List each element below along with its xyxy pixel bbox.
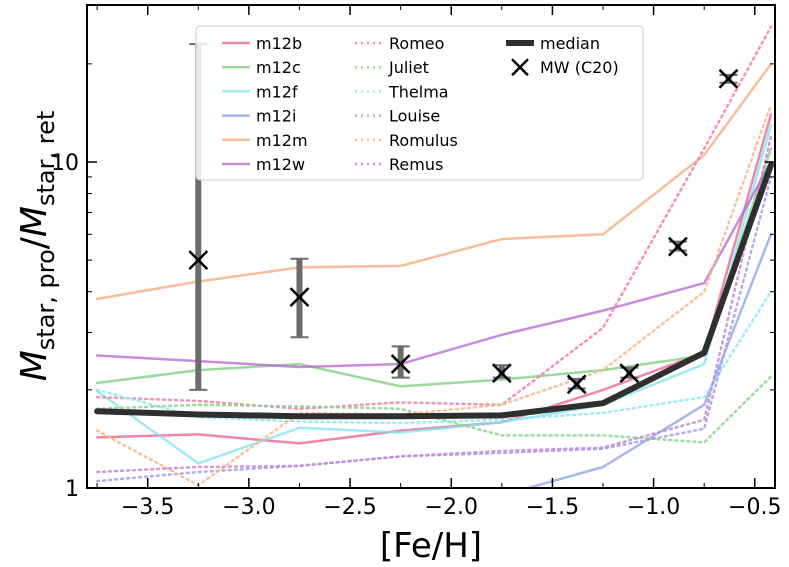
- y-label-sub1: star, pro: [32, 249, 60, 350]
- legend-entry-romulus: Romulus: [355, 131, 458, 150]
- series-line-remus: [95, 134, 773, 474]
- plot-frame: [86, 4, 776, 489]
- x-tick-label: −1.5: [526, 495, 579, 520]
- mw-marker: [718, 68, 739, 89]
- mw-marker-stroke: [491, 363, 512, 384]
- mw-marker-stroke: [188, 250, 209, 271]
- mw-marker: [390, 354, 411, 374]
- x-tick-label: −3.0: [222, 495, 275, 520]
- mw-marker-stroke: [390, 354, 411, 374]
- legend-label: Romeo: [389, 34, 444, 53]
- series-line-m12w: [95, 160, 773, 369]
- x-tick-label: −2.5: [323, 495, 376, 520]
- y-axis-label: Mstar, pro/Mstar, ret: [14, 111, 60, 382]
- mw-marker-stroke: [667, 236, 688, 257]
- legend-entry-m12m: m12m: [222, 131, 308, 150]
- series-line-m12f: [95, 123, 773, 465]
- y-label-sub2: star, ret: [32, 111, 60, 206]
- legend-label: Remus: [389, 155, 443, 174]
- mw-marker: [491, 363, 512, 384]
- mw-marker-stroke: [619, 363, 640, 384]
- series-line-romeo: [95, 25, 773, 411]
- y-tick-label: 1: [65, 477, 79, 502]
- y-label-slash: /: [14, 236, 55, 249]
- y-tick-label: 10: [51, 151, 79, 176]
- series-line-median: [94, 161, 774, 420]
- legend-entry-m12b: m12b: [222, 34, 302, 53]
- legend-label: Louise: [389, 107, 440, 126]
- x-tick-label: −0.5: [728, 495, 781, 520]
- series-line-m12m: [95, 62, 773, 301]
- legend-frame: [195, 25, 644, 181]
- legend-entry-louise: Louise: [355, 107, 440, 126]
- legend-entry-mw: MW (C20): [511, 58, 619, 77]
- legend-entry-remus: Remus: [355, 155, 443, 174]
- x-tick-label: −2.0: [425, 495, 478, 520]
- legend-entry-juliet: Juliet: [355, 58, 429, 77]
- x-tick-label: −3.5: [121, 495, 174, 520]
- legend-entry-m12c: m12c: [222, 58, 301, 77]
- series-line-m12i: [192, 233, 773, 488]
- series-line-juliet: [95, 375, 773, 444]
- legend-label: Romulus: [389, 131, 458, 150]
- x-axis-label: [Fe/H]: [380, 526, 482, 566]
- mw-marker: [289, 287, 310, 308]
- legend-entry-romeo: Romeo: [355, 34, 444, 53]
- x-tick-label: −1.0: [627, 495, 680, 520]
- legend-label: m12f: [256, 82, 298, 101]
- legend: m12b m12c m12f m12i m12m m12w Romeo Juliet Thelm…: [195, 25, 644, 181]
- legend-entry-m12f: m12f: [222, 82, 298, 101]
- legend-label: m12c: [256, 58, 301, 77]
- legend-entry-median: median: [506, 34, 600, 53]
- mw-marker-stroke: [566, 374, 587, 395]
- legend-label: m12m: [256, 131, 308, 150]
- mw-marker: [566, 374, 587, 395]
- y-label-m2: M: [14, 206, 55, 237]
- legend-handle: [511, 58, 529, 77]
- y-label-m1: M: [14, 350, 55, 381]
- series-line-thelma: [95, 290, 773, 425]
- legend-label: Thelma: [388, 82, 449, 101]
- tick-layer: −3.5 −3.0 −2.5 −2.0 −1.5 −1.0 −0.5 1 10: [51, 5, 781, 520]
- legend-entry-m12i: m12i: [222, 107, 296, 126]
- mw-marker-stroke: [289, 287, 310, 308]
- legend-entry-thelma: Thelma: [355, 82, 449, 101]
- mw-marker-stroke: [718, 68, 739, 89]
- legend-label: Juliet: [388, 58, 429, 77]
- legend-label: m12w: [256, 155, 305, 174]
- legend-label: m12i: [256, 107, 296, 126]
- legend-label: median: [540, 34, 600, 53]
- mw-marker: [667, 236, 688, 257]
- legend-label: m12b: [256, 34, 302, 53]
- mw-marker: [619, 363, 640, 384]
- mw-marker: [188, 250, 209, 271]
- legend-label: MW (C20): [540, 58, 619, 77]
- series-line-romulus: [95, 103, 773, 487]
- legend-entry-m12w: m12w: [222, 155, 305, 174]
- series-layer: [94, 25, 774, 488]
